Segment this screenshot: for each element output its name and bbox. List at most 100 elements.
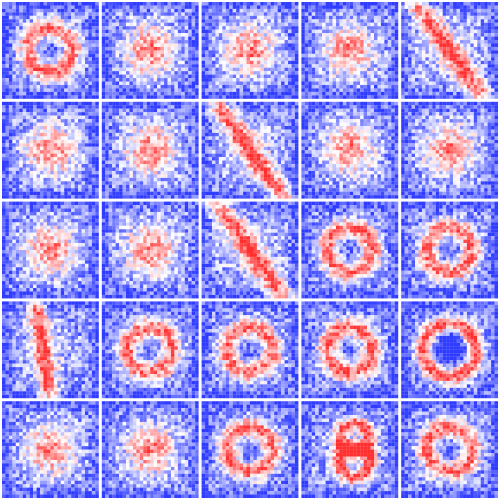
pixel: [115, 22, 120, 27]
pixel: [391, 78, 395, 82]
pixel: [46, 181, 51, 185]
pixel: [129, 19, 133, 23]
pixel: [439, 26, 443, 30]
pixel: [459, 40, 464, 44]
pixel: [487, 74, 492, 79]
pixel: [36, 108, 41, 113]
pixel: [267, 29, 271, 34]
pixel: [95, 60, 99, 65]
pixel: [2, 164, 6, 168]
pixel: [71, 19, 75, 23]
pixel: [367, 26, 371, 30]
pixel: [491, 40, 495, 44]
pixel: [311, 78, 316, 82]
pixel: [311, 64, 316, 68]
pixel: [342, 67, 347, 72]
pixel: [353, 46, 357, 51]
pixel: [26, 146, 30, 151]
pixel: [288, 36, 292, 41]
pixel: [205, 88, 209, 92]
pixel: [136, 78, 140, 82]
pixel: [236, 15, 240, 20]
pixel: [43, 170, 47, 175]
pixel: [143, 119, 147, 123]
pixel: [46, 195, 51, 199]
pixel: [408, 12, 412, 16]
pixel: [46, 115, 51, 120]
pixel: [53, 153, 58, 158]
pixel: [494, 43, 499, 47]
pixel: [446, 64, 450, 68]
pixel: [26, 26, 30, 30]
pixel: [5, 78, 9, 82]
pixel: [46, 5, 51, 9]
pixel: [108, 115, 113, 120]
pixel: [126, 108, 130, 113]
pixel: [143, 84, 147, 89]
pixel: [466, 78, 471, 82]
pixel: [284, 2, 289, 6]
pixel: [78, 95, 82, 99]
pixel: [150, 5, 154, 9]
pixel: [222, 78, 226, 82]
pixel: [484, 95, 488, 99]
pixel: [19, 74, 23, 79]
pixel: [88, 184, 92, 189]
pixel: [15, 53, 20, 58]
pixel: [119, 50, 123, 54]
pixel: [367, 8, 371, 13]
pixel: [277, 71, 282, 75]
pixel: [459, 36, 464, 41]
pixel: [167, 67, 171, 72]
pixel: [415, 88, 419, 92]
pixel: [53, 53, 58, 58]
pixel: [160, 115, 165, 120]
pixel: [466, 67, 471, 72]
pixel: [353, 26, 357, 30]
pixel: [60, 139, 65, 144]
pixel: [115, 88, 120, 92]
pixel: [74, 101, 79, 106]
pixel: [322, 5, 326, 9]
pixel: [380, 95, 385, 99]
pixel: [236, 53, 240, 58]
pixel: [442, 71, 447, 75]
pixel: [29, 67, 34, 72]
pixel: [394, 71, 399, 75]
pixel: [146, 40, 151, 44]
pixel: [267, 57, 271, 61]
pixel: [153, 5, 158, 9]
pixel: [119, 12, 123, 16]
pixel: [270, 15, 275, 20]
pixel: [12, 78, 16, 82]
pixel: [188, 33, 192, 37]
pixel: [188, 29, 192, 34]
pixel: [484, 22, 488, 27]
pixel: [370, 60, 375, 65]
pixel: [236, 12, 240, 16]
pixel: [322, 29, 326, 34]
pixel: [71, 8, 75, 13]
pixel: [78, 64, 82, 68]
pixel: [346, 67, 350, 72]
pixel: [26, 157, 30, 161]
pixel: [119, 33, 123, 37]
pixel: [132, 64, 137, 68]
pixel: [236, 36, 240, 41]
pixel: [267, 8, 271, 13]
pixel: [2, 174, 6, 178]
pixel: [215, 33, 219, 37]
pixel: [64, 136, 68, 140]
pixel: [215, 60, 219, 65]
pixel: [291, 74, 295, 79]
pixel: [46, 164, 51, 168]
pixel: [356, 81, 361, 85]
pixel: [150, 101, 154, 106]
pixel: [95, 50, 99, 54]
pixel: [60, 153, 65, 158]
pixel: [71, 12, 75, 16]
pixel: [153, 71, 158, 75]
pixel: [132, 101, 137, 106]
pixel: [64, 143, 68, 147]
pixel: [15, 160, 20, 165]
